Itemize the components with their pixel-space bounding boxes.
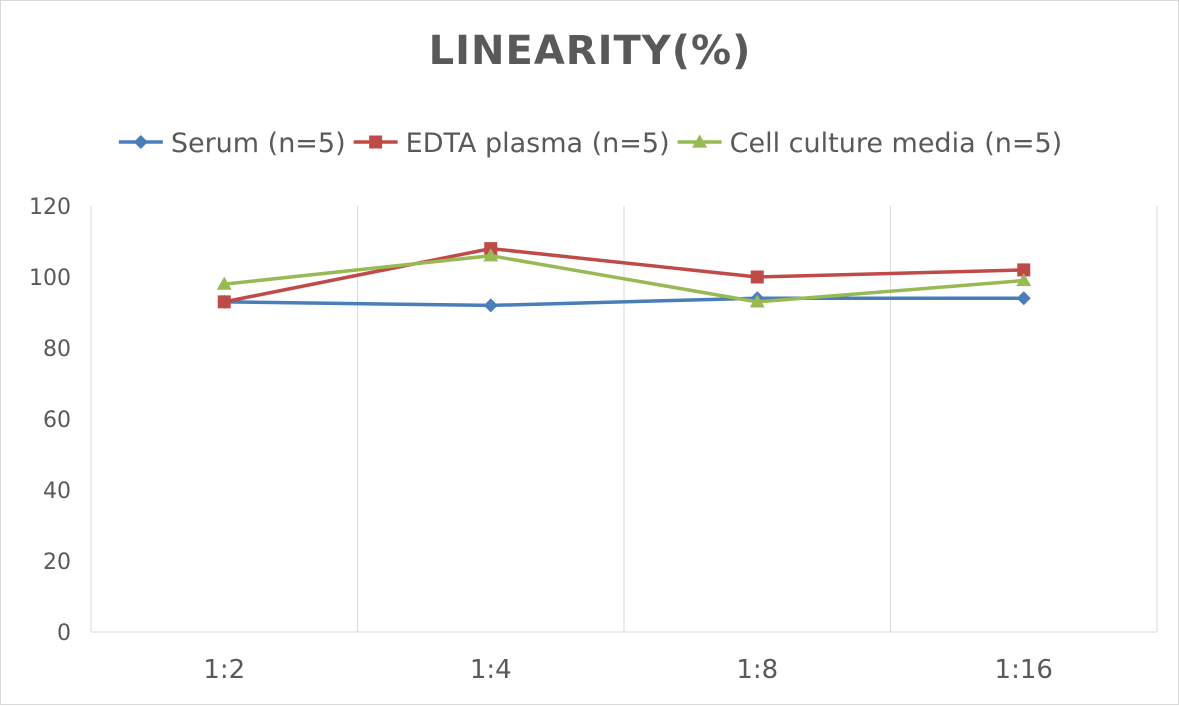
series-layer: [216, 242, 1032, 313]
x-tick-label: 1:16: [995, 655, 1053, 685]
series-square: [217, 242, 1031, 309]
legend-label: Serum (n=5): [171, 128, 346, 159]
y-tick-label: 60: [43, 408, 71, 433]
data-point: [483, 248, 499, 262]
data-point: [1016, 273, 1032, 287]
y-tick-label: 0: [57, 621, 71, 646]
legend-label: EDTA plasma (n=5): [406, 128, 670, 159]
x-tick-label: 1:2: [203, 655, 245, 685]
legend-item: EDTA plasma (n=5): [353, 128, 670, 159]
data-point: [483, 298, 498, 313]
data-point: [217, 295, 231, 309]
x-tick-label: 1:4: [470, 655, 512, 685]
legend-label: Cell culture media (n=5): [730, 128, 1063, 159]
y-tick-label: 40: [43, 479, 71, 504]
legend-marker: [133, 135, 148, 149]
chart-title: LINEARITY(%): [429, 28, 752, 74]
legend-marker: [369, 135, 383, 149]
y-tick-label: 20: [43, 550, 71, 575]
series-line: [222, 246, 1026, 304]
y-tick-label: 100: [29, 266, 71, 291]
data-point: [750, 270, 764, 284]
legend-marker: [692, 134, 708, 148]
y-tick-label: 80: [43, 337, 71, 362]
series-triangle: [216, 248, 1032, 308]
legend-item: Cell culture media (n=5): [677, 128, 1063, 159]
axes: 0 20 40 60 80 100 120 1:2 1:4 1:8 1:16: [29, 195, 1157, 685]
series-line: [222, 253, 1026, 304]
data-point: [1016, 291, 1031, 306]
data-point: [749, 294, 765, 308]
data-point: [1017, 263, 1031, 277]
series-line: [222, 296, 1026, 308]
data-point: [216, 276, 232, 290]
x-tick-label: 1:8: [736, 655, 778, 685]
y-tick-label: 120: [29, 195, 71, 220]
legend-item: Serum (n=5): [118, 128, 346, 159]
legend: Serum (n=5) EDTA plasma (n=5) Cell culture…: [118, 128, 1063, 159]
